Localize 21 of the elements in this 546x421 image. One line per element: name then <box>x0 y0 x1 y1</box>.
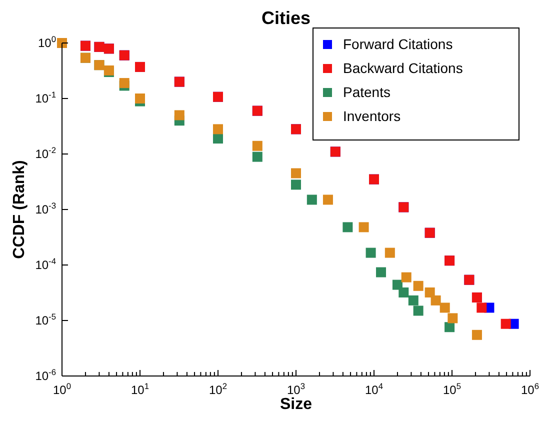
legend-label: Forward Citations <box>343 36 453 52</box>
y-tick-label: 10$^{-5}$ <box>35 312 56 328</box>
chart-title: Cities <box>261 8 311 28</box>
y-tick-label: 10$^{-6}$ <box>35 367 56 383</box>
x-tick-label: 10$^{1}$ <box>130 381 150 397</box>
x-tick-label: 10$^{5}$ <box>442 381 462 397</box>
y-tick-label: 10$^{-4}$ <box>35 256 56 272</box>
y-tick-label: 10$^{-3}$ <box>35 200 56 216</box>
x-tick-label: 10$^{0}$ <box>52 381 72 397</box>
y-axis-title: CCDF (Rank) <box>11 160 28 259</box>
y-tick-label: 10$^{-1}$ <box>35 90 56 106</box>
x-tick-label: 10$^{2}$ <box>208 381 228 397</box>
x-tick-label: 10$^{6}$ <box>520 381 540 397</box>
legend-label: Backward Citations <box>343 60 463 76</box>
y-tick-label: 10$^{-2}$ <box>35 145 56 161</box>
legend-label: Inventors <box>343 108 401 124</box>
y-tick-label: 10$^{0}$ <box>38 34 56 50</box>
x-tick-label: 10$^{4}$ <box>364 381 384 397</box>
x-tick-label: 10$^{3}$ <box>286 381 306 397</box>
x-axis-title: Size <box>280 396 312 413</box>
legend-label: Patents <box>343 84 390 100</box>
